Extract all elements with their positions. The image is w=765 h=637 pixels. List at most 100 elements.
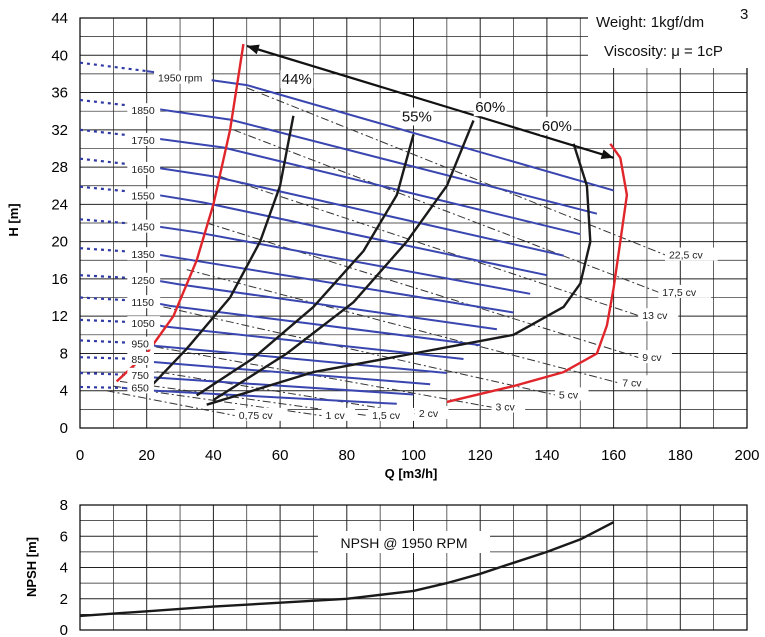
rpm-label: 1050 <box>131 318 155 330</box>
power-label: 22,5 cv <box>669 250 704 262</box>
hq-x-tick-label: 60 <box>272 447 289 464</box>
rpm-label: 1750 <box>131 135 155 147</box>
power-label-background <box>554 387 589 401</box>
hq-y-tick-label: 12 <box>51 308 68 325</box>
operating-range-arrow <box>246 44 614 159</box>
rpm-label-background <box>127 133 161 146</box>
speed-curve-dotted <box>79 371 131 376</box>
rpm-label-background <box>127 295 161 309</box>
hq-y-tick-label: 8 <box>60 345 68 362</box>
power-label: 5 cv <box>559 389 579 401</box>
hq-x-tick-label: 100 <box>401 447 426 464</box>
rpm-label: 850 <box>131 354 149 366</box>
power-label-background <box>664 247 718 261</box>
rpm-label-background <box>127 351 154 365</box>
hq-y-tick-label: 40 <box>51 47 68 64</box>
efficiency-label: 60% <box>475 99 505 116</box>
power-label: 3 cv <box>496 402 516 414</box>
rpm-label-background <box>127 103 161 117</box>
efficiency-curve <box>196 134 415 397</box>
weight-annotation: Weight: 1kgf/dm <box>596 14 704 31</box>
npsh-series-label: NPSH @ 1950 RPM <box>340 535 467 551</box>
npsh-y-tick-label: 6 <box>60 528 68 545</box>
power-curve <box>106 390 237 417</box>
rpm-label-background <box>154 70 212 84</box>
rpm-label: 1150 <box>131 297 154 309</box>
hq-x-tick-label: 0 <box>76 447 84 464</box>
rpm-label: 1550 <box>131 190 155 202</box>
speed-curve <box>146 165 564 257</box>
rpm-label-background <box>127 336 154 350</box>
hq-y-tick-label: 32 <box>51 122 68 139</box>
npsh-curve <box>79 521 615 618</box>
power-label: 13 cv <box>642 310 668 322</box>
weight-annotation-superscript: 3 <box>740 6 748 23</box>
npsh-y-tick-label: 4 <box>60 560 68 577</box>
speed-curve <box>146 136 581 236</box>
npsh-series-label-background <box>318 531 490 553</box>
speed-curve-dotted <box>79 356 137 361</box>
rpm-label: 750 <box>131 370 149 382</box>
power-label-background <box>491 399 526 413</box>
rpm-label-background <box>127 367 154 381</box>
rpm-label: 1950 rpm <box>158 73 203 85</box>
power-label-background <box>368 407 415 421</box>
rpm-label-background <box>127 161 161 175</box>
hq-y-tick-label: 36 <box>51 85 68 102</box>
npsh-curves <box>79 521 615 618</box>
power-curve <box>129 366 417 415</box>
arrow-head <box>246 44 260 55</box>
hq-x-tick-label: 140 <box>534 447 559 464</box>
rpm-label-background <box>127 272 161 286</box>
speed-curve <box>146 192 548 277</box>
limit-curve <box>446 143 629 404</box>
power-label-background <box>658 284 712 298</box>
power-curve <box>206 222 641 359</box>
npsh-y-tick-label: 0 <box>60 622 68 637</box>
hq-y-tick-label: 44 <box>51 10 68 27</box>
npsh-text: 0 2 4 6 8 NPSH @ 1950 RPM <box>60 497 490 637</box>
rpm-label-background <box>127 380 154 394</box>
hq-y-tick-label: 16 <box>51 271 68 288</box>
arrow-head <box>600 149 614 160</box>
hq-y-tick-label: 28 <box>51 159 68 176</box>
power-label-background <box>321 407 356 421</box>
power-label: 1 cv <box>325 410 345 422</box>
power-label: 0,75 cv <box>239 410 274 422</box>
efficiency-label-background <box>400 107 434 126</box>
hq-x-tick-label: 180 <box>668 447 693 464</box>
efficiency-label: 60% <box>542 118 572 135</box>
rpm-label: 1250 <box>131 275 155 287</box>
rpm-label-background <box>127 316 161 330</box>
hq-y-tick-label: 24 <box>51 196 68 213</box>
efficiency-label: 55% <box>402 109 432 126</box>
speed-curve <box>146 277 498 331</box>
hq-x-tick-label: 200 <box>734 447 759 464</box>
efficiency-label-background <box>473 98 507 117</box>
power-label-background <box>234 407 288 421</box>
viscosity-annotation: Viscosity: μ = 1cP <box>604 43 723 60</box>
rpm-label: 650 <box>131 382 149 394</box>
efficiency-curve <box>206 143 592 406</box>
power-curve <box>246 87 668 257</box>
power-curve <box>219 175 641 317</box>
efficiency-label-background <box>280 70 314 89</box>
power-label-background <box>638 350 672 364</box>
hq-y-tick-label: 4 <box>60 383 68 400</box>
hq-x-axis-label: Q [m3/h] <box>385 466 438 481</box>
hq-grid <box>79 6 753 429</box>
power-label: 9 cv <box>642 352 662 364</box>
power-label: 1,5 cv <box>372 410 401 422</box>
hq-y-tick-label: 20 <box>51 234 68 251</box>
hq-y-tick-label: 0 <box>60 420 68 437</box>
annotation-background <box>588 6 753 68</box>
hq-text: 0 20 40 60 80 100 120 140 160 180 200 0 4 8 12 16 20 24 28… <box>51 10 759 464</box>
power-curve <box>163 306 558 396</box>
power-curve <box>186 269 621 384</box>
rpm-label-background <box>127 247 161 261</box>
npsh-plot-frame <box>79 504 748 631</box>
hq-x-tick-label: 120 <box>468 447 493 464</box>
hq-x-tick-label: 160 <box>601 447 626 464</box>
